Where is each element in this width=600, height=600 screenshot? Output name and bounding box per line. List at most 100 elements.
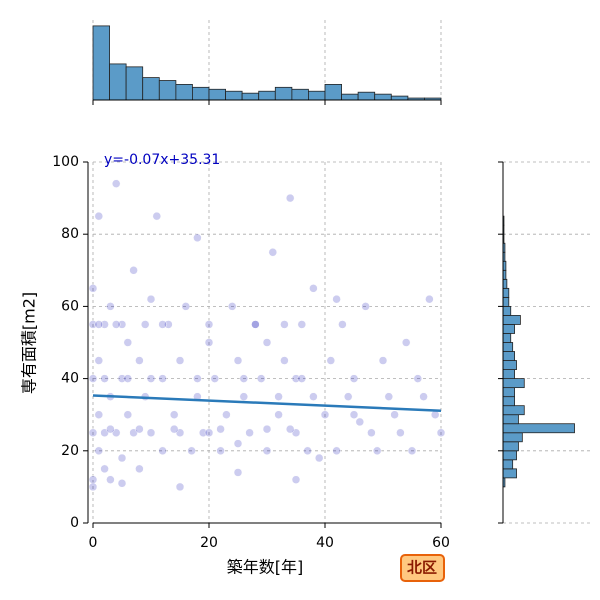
point xyxy=(146,428,156,437)
point xyxy=(158,320,167,329)
point xyxy=(106,424,115,434)
point xyxy=(280,356,289,365)
point xyxy=(193,233,202,243)
point xyxy=(106,302,115,311)
point xyxy=(314,453,324,463)
point xyxy=(106,475,115,484)
y-tick-label: 40 xyxy=(61,371,79,387)
point xyxy=(94,410,104,419)
point xyxy=(135,464,144,474)
point xyxy=(210,374,220,383)
point xyxy=(152,211,162,221)
hist-bar xyxy=(502,450,517,461)
hist-bar xyxy=(502,396,516,407)
point xyxy=(425,294,434,304)
point xyxy=(320,410,330,419)
point xyxy=(204,320,214,329)
point xyxy=(204,428,214,437)
point xyxy=(117,320,127,329)
hist-bar xyxy=(357,91,376,101)
point xyxy=(361,302,370,311)
hist-bar xyxy=(502,387,516,398)
point xyxy=(407,446,417,456)
point xyxy=(274,392,283,401)
hist-bar xyxy=(502,378,525,389)
hist-bar xyxy=(502,360,517,370)
hist-bar xyxy=(502,405,525,416)
hist-bar xyxy=(502,441,519,452)
point xyxy=(169,424,179,434)
hist-bar xyxy=(502,342,514,352)
hist-bar xyxy=(502,305,512,316)
point xyxy=(100,320,109,329)
point xyxy=(146,294,156,304)
hist-bar xyxy=(142,77,160,101)
hist-bar xyxy=(125,66,144,101)
point xyxy=(123,410,133,419)
hist-bar xyxy=(502,414,519,425)
point xyxy=(227,302,237,311)
point xyxy=(297,320,307,329)
point xyxy=(88,284,98,293)
hist-bar xyxy=(258,90,276,101)
point xyxy=(135,424,144,434)
point xyxy=(430,410,440,419)
point xyxy=(88,374,98,383)
y-tick-label: 20 xyxy=(61,443,79,459)
point xyxy=(88,475,98,484)
y-tick-label: 60 xyxy=(61,298,79,314)
point xyxy=(94,211,104,221)
badge-box xyxy=(400,554,445,582)
hist-bar xyxy=(502,324,516,334)
point xyxy=(181,302,191,311)
hist-bar xyxy=(502,351,516,361)
point xyxy=(175,482,185,492)
hist-bar xyxy=(390,95,409,101)
point xyxy=(88,428,98,437)
hist-bar xyxy=(291,88,309,101)
point xyxy=(100,374,109,383)
point xyxy=(187,446,196,456)
hist-bar xyxy=(502,296,510,307)
point xyxy=(233,439,243,448)
point xyxy=(158,446,167,456)
hist-bar xyxy=(502,315,521,325)
hist-bar xyxy=(308,90,326,101)
hist-bar xyxy=(341,93,359,101)
x-axis-label: 築年数[年] xyxy=(227,558,304,577)
point xyxy=(343,392,353,401)
hist-bar xyxy=(208,88,226,101)
point xyxy=(285,424,295,434)
point xyxy=(349,374,359,383)
point xyxy=(123,338,133,347)
point xyxy=(309,392,318,401)
hist-bar xyxy=(502,423,575,434)
point xyxy=(158,374,167,383)
hist-bar xyxy=(241,92,260,101)
point xyxy=(117,479,127,488)
point xyxy=(378,356,388,365)
point xyxy=(413,374,423,383)
hist-bar xyxy=(502,459,514,470)
point xyxy=(175,356,185,365)
point xyxy=(169,410,179,419)
point xyxy=(372,446,382,456)
point xyxy=(436,428,446,437)
point xyxy=(239,392,249,401)
x-tick-label: 40 xyxy=(316,535,334,551)
hist-bar xyxy=(158,80,177,101)
point xyxy=(291,475,301,484)
y-tick-label: 80 xyxy=(61,226,79,242)
point xyxy=(280,320,289,329)
point xyxy=(285,193,295,203)
regression-label: y=-0.07x+35.31 xyxy=(104,152,220,168)
x-tick-label: 20 xyxy=(200,535,218,551)
point xyxy=(396,428,405,437)
hist-bar xyxy=(274,86,293,101)
point xyxy=(88,482,98,492)
x-tick-label: 60 xyxy=(432,535,450,551)
point xyxy=(303,446,312,456)
point xyxy=(140,320,150,329)
point xyxy=(349,410,359,419)
point xyxy=(233,356,243,365)
